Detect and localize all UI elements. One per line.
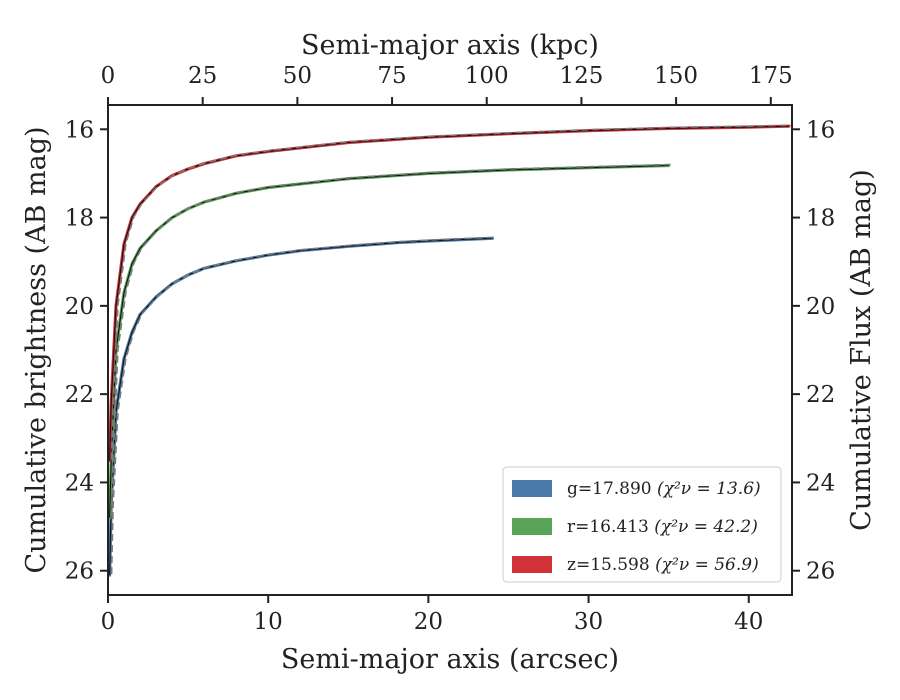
x-top-tick-label: 0: [101, 63, 116, 89]
x-tick-label: 30: [574, 609, 603, 635]
series-line-z: [108, 124, 791, 462]
series-fit-dashed-r: [110, 163, 671, 517]
y-right-tick-label: 24: [806, 470, 835, 496]
series-fit-dashed-z: [110, 124, 791, 460]
x-tick-label: 20: [414, 609, 443, 635]
legend-label-z: z=15.598 (χ²ν = 56.9): [567, 555, 759, 575]
x-tick-label: 0: [101, 609, 116, 635]
x-top-tick-label: 150: [654, 63, 698, 89]
series-model-z: [109, 125, 789, 461]
x-top-tick-label: 50: [283, 63, 312, 89]
series-fit-dashed-g: [110, 236, 495, 575]
y-right-tick-label: 26: [806, 559, 835, 585]
tick-label-layer: 0 10 20 30 40 0 25 50 75 100 125 150 175 16 16 18 18 20 20…: [65, 63, 836, 635]
legend-series-name: r=16.413: [567, 517, 649, 537]
y-right-tick-label: 16: [806, 117, 835, 143]
x-top-tick-label: 125: [559, 63, 603, 89]
legend-label-g: g=17.890 (χ²ν = 13.6): [567, 479, 761, 499]
plot-frame: [107, 104, 793, 596]
y-axis-right-label: Cumulative Flux (AB mag): [846, 169, 877, 531]
x-top-tick-label: 25: [188, 63, 217, 89]
y-right-tick-label: 22: [806, 382, 835, 408]
x-top-tick-label: 75: [377, 63, 406, 89]
x-axis-top-label: Semi-major axis (kpc): [301, 30, 599, 61]
legend-series-name: z=15.598: [567, 555, 650, 575]
series-model-r: [109, 164, 669, 518]
legend: g=17.890 (χ²ν = 13.6)r=16.413 (χ²ν = 42.…: [502, 466, 782, 583]
x-top-tick-label: 175: [749, 63, 793, 89]
legend-swatch-r: [512, 518, 552, 535]
y-tick-label: 16: [65, 117, 94, 143]
legend-chi2: (χ²ν = 13.6): [652, 479, 761, 499]
legend-swatch-z: [512, 556, 552, 573]
x-top-tick-label: 100: [465, 63, 509, 89]
legend-chi2: (χ²ν = 42.2): [649, 517, 758, 537]
x-tick-label: 10: [254, 609, 283, 635]
legend-box: [502, 466, 782, 583]
y-tick-label: 26: [65, 559, 94, 585]
legend-chi2: (χ²ν = 56.9): [650, 555, 759, 575]
y-tick-label: 20: [65, 294, 94, 320]
y-right-tick-label: 18: [806, 206, 835, 232]
x-axis-label: Semi-major axis (arcsec): [281, 644, 619, 675]
series-line-r: [108, 163, 671, 520]
series-layer: [108, 124, 791, 577]
y-axis-label: Cumulative brightness (AB mag): [21, 126, 52, 573]
y-right-tick-label: 20: [806, 294, 835, 320]
legend-swatch-g: [512, 480, 552, 497]
tick-layer: [100, 97, 800, 603]
legend-series-name: g=17.890: [567, 479, 652, 499]
y-tick-label: 22: [65, 382, 94, 408]
y-tick-label: 18: [65, 206, 94, 232]
x-tick-label: 40: [734, 609, 763, 635]
legend-label-r: r=16.413 (χ²ν = 42.2): [567, 517, 758, 537]
y-tick-label: 24: [65, 470, 94, 496]
